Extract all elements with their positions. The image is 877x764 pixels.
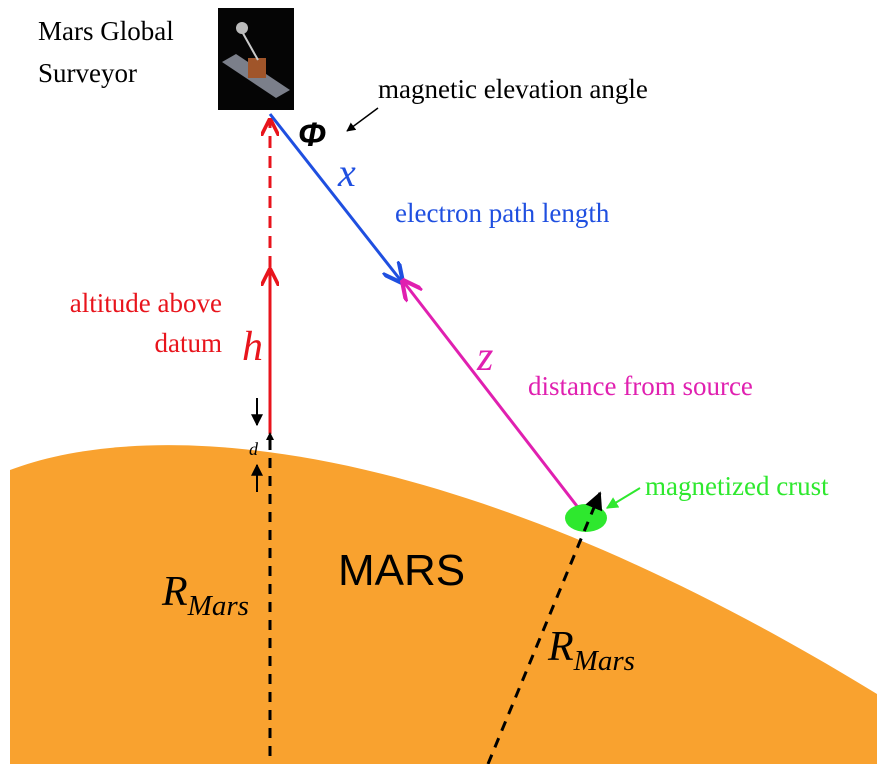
crust-label: magnetized crust xyxy=(645,471,829,501)
z-symbol: z xyxy=(476,334,493,380)
x-symbol: x xyxy=(337,150,356,195)
altitude-label: datum xyxy=(155,328,223,358)
radius-subscript: Mars xyxy=(573,645,635,677)
h-symbol: h xyxy=(242,324,263,370)
angle-label: magnetic elevation angle xyxy=(378,74,648,104)
satellite-label: Surveyor xyxy=(38,58,137,88)
satellite-label: Mars Global xyxy=(38,16,174,46)
satellite-image xyxy=(218,8,294,110)
radius-symbol: R xyxy=(547,624,574,670)
electron-path xyxy=(268,113,402,282)
radius-subscript: Mars xyxy=(187,590,249,622)
radius-symbol: R xyxy=(161,569,188,615)
electron-path-label: electron path length xyxy=(395,198,610,228)
planet-surface xyxy=(10,445,877,764)
radius-label: RMars xyxy=(547,624,635,677)
datum-tip xyxy=(266,432,274,440)
crust-pointer xyxy=(605,487,641,509)
altitude-label: altitude above xyxy=(70,288,222,318)
radius-label: RMars xyxy=(161,569,249,622)
source-distance xyxy=(403,281,582,511)
crust-radius xyxy=(486,491,603,764)
angle-symbol: Φ xyxy=(298,116,326,154)
source-distance-label: distance from source xyxy=(528,371,753,401)
d-symbol: d xyxy=(249,439,259,459)
planet-label: MARS xyxy=(338,546,465,595)
angle-pointer xyxy=(346,107,379,132)
